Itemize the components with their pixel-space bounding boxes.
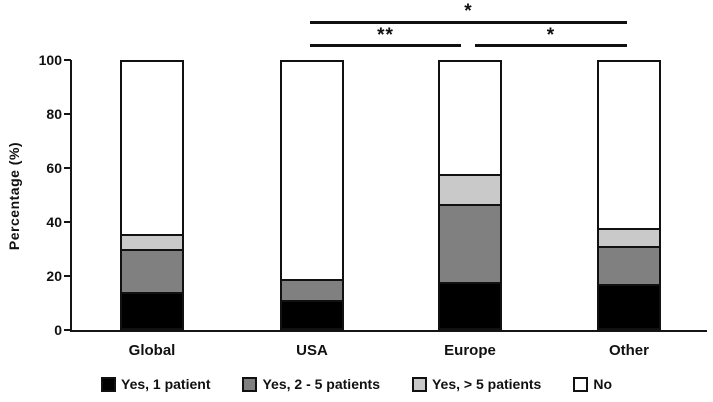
legend-item: No — [573, 376, 612, 392]
bar-segment — [122, 235, 182, 251]
y-tick-label: 0 — [54, 322, 62, 338]
y-tick-label: 60 — [46, 160, 62, 176]
legend: Yes, 1 patient Yes, 2 - 5 patients Yes, > … — [0, 376, 713, 392]
legend-label: Yes, > 5 patients — [431, 376, 542, 392]
legend-label: Yes, 1 patient — [121, 376, 211, 392]
y-tick — [64, 167, 71, 169]
y-tick-label: 20 — [46, 268, 62, 284]
bar-segment — [282, 301, 342, 328]
y-tick-label: 40 — [46, 214, 62, 230]
legend-swatch-icon — [411, 376, 427, 392]
bar-global — [120, 60, 184, 330]
bar-segment — [282, 62, 342, 282]
x-axis-label-usa: USA — [296, 342, 328, 359]
bar-segment — [122, 294, 182, 328]
x-axis-label-other: Other — [608, 342, 649, 359]
y-tick — [64, 113, 71, 115]
bar-segment — [440, 283, 500, 328]
y-tick-label: 100 — [38, 52, 62, 68]
bar-segment — [599, 286, 659, 328]
legend-label: No — [593, 376, 612, 392]
bar-usa — [280, 60, 344, 330]
bar-segment — [599, 230, 659, 248]
y-tick — [64, 59, 71, 61]
x-axis-label-europe: Europe — [444, 342, 496, 359]
legend-swatch-icon — [101, 376, 116, 392]
bar-segment — [599, 62, 659, 231]
bar-other — [597, 60, 661, 330]
bar-segment — [599, 248, 659, 287]
significance-line — [475, 44, 627, 47]
legend-item: Yes, 1 patient — [101, 376, 210, 392]
significance-star: ** — [377, 25, 394, 46]
bar-segment — [122, 250, 182, 295]
y-tick-label: 80 — [46, 106, 62, 122]
x-axis-label-global: Global — [128, 342, 176, 359]
y-tick — [64, 221, 71, 223]
y-axis-title: Percentage (%) — [6, 141, 22, 251]
bar-segment — [122, 62, 182, 236]
plot-area: 0 20 40 60 80 100 Global USA Europe Other — [39, 52, 707, 359]
bar-europe — [438, 60, 502, 330]
legend-label: Yes, 2 - 5 patients — [262, 376, 380, 392]
significance-line — [310, 44, 461, 47]
bar-segment — [440, 175, 500, 207]
significance-star: * — [464, 1, 473, 22]
bar-segment — [282, 281, 342, 302]
significance-star: * — [546, 25, 556, 46]
bar-segment — [440, 206, 500, 284]
y-tick — [64, 329, 71, 331]
legend-swatch-icon — [242, 376, 258, 392]
legend-swatch-icon — [573, 376, 589, 392]
y-tick — [64, 275, 71, 277]
bar-segment — [440, 62, 500, 176]
legend-item: Yes, > 5 patients — [411, 376, 542, 392]
significance-line — [310, 21, 627, 24]
legend-item: Yes, 2 - 5 patients — [242, 376, 380, 392]
